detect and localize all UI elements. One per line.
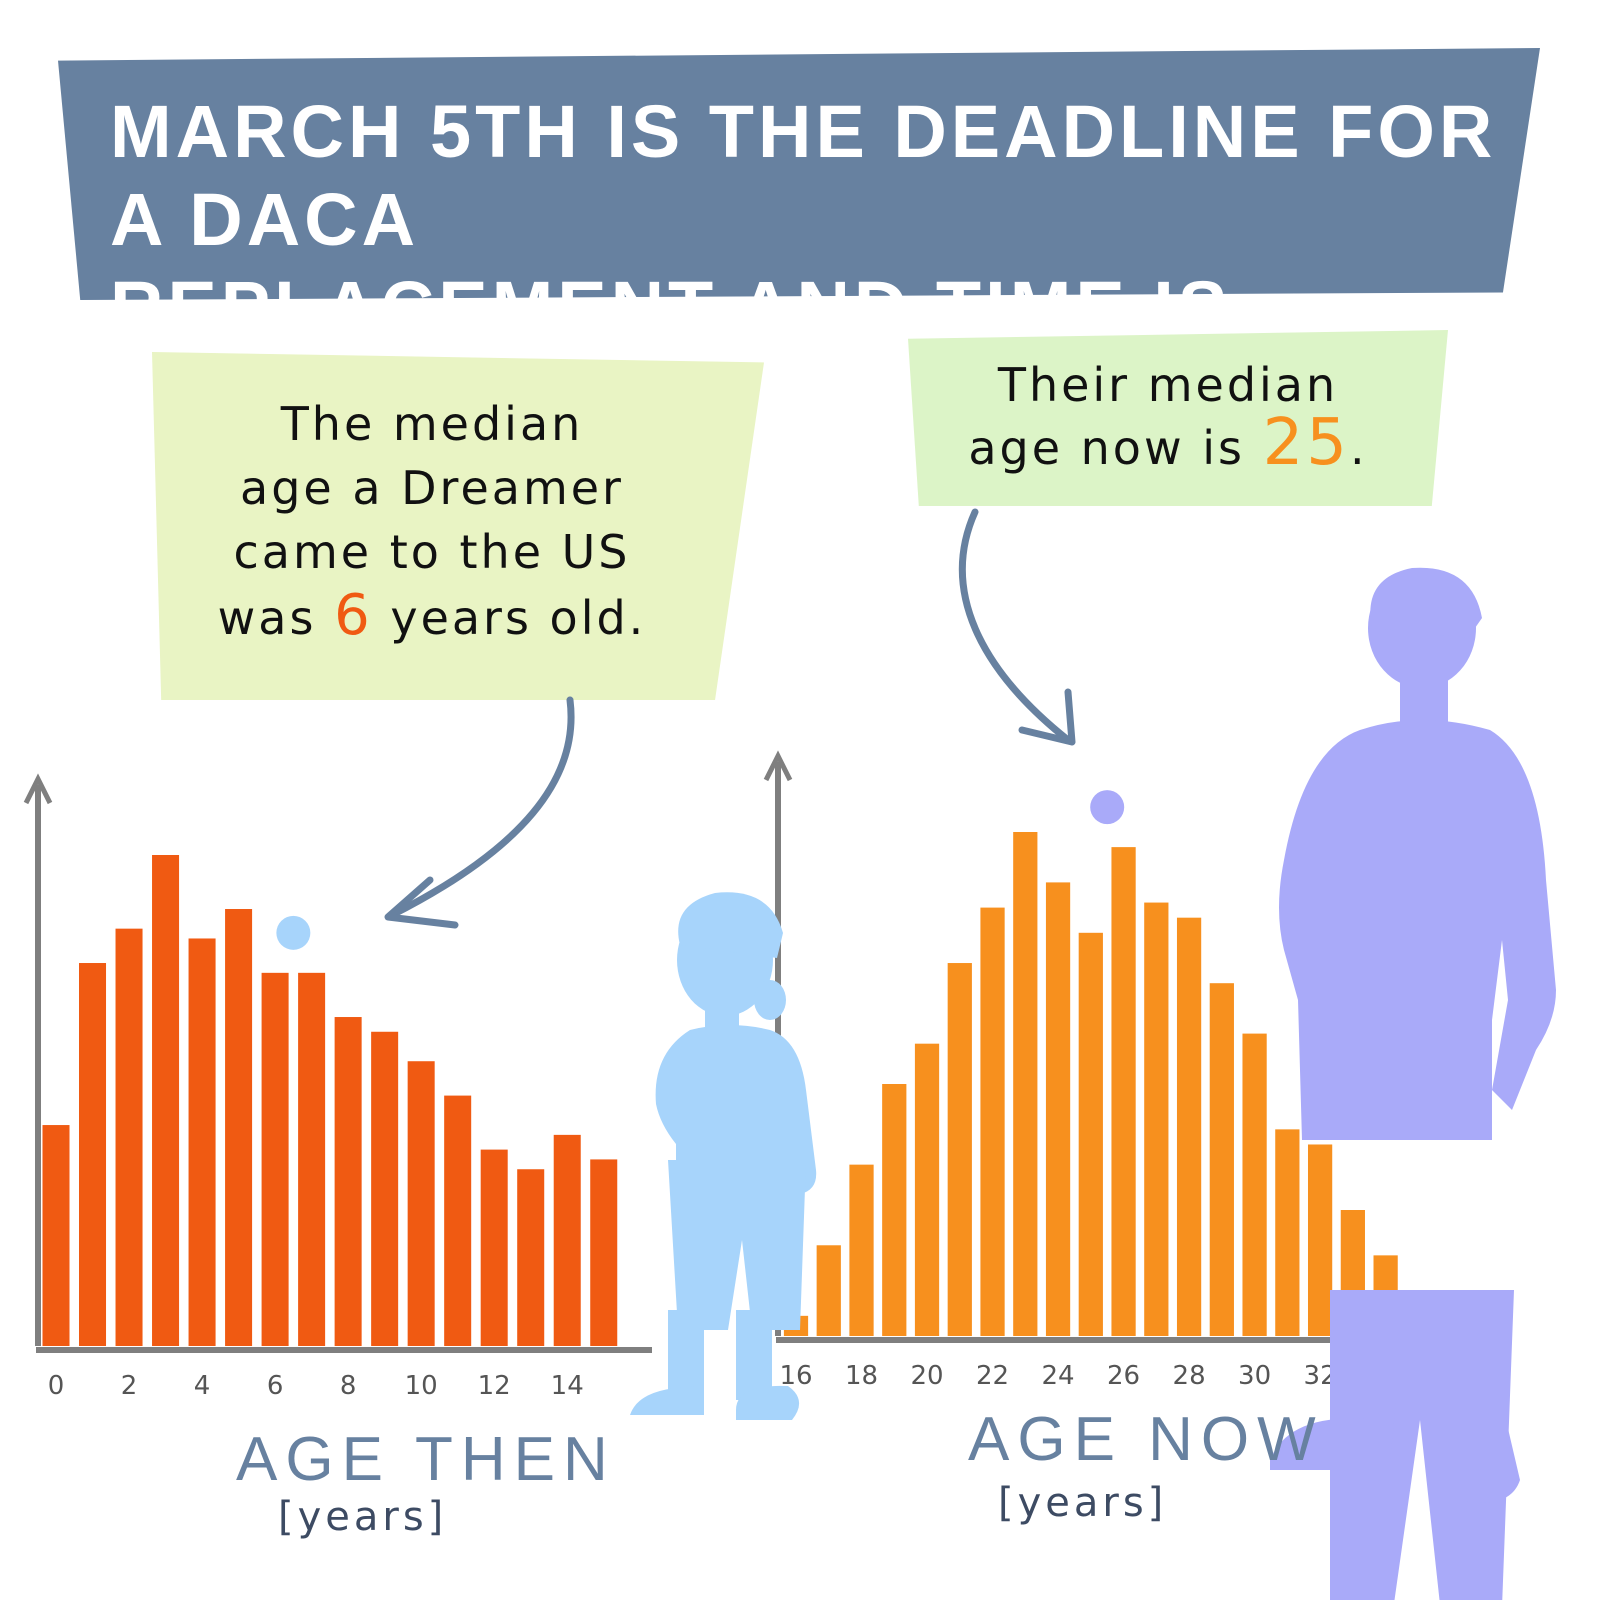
x-tick-label: 10: [405, 1371, 438, 1401]
bar-age-0: [42, 1125, 70, 1346]
bar-age-3: [152, 855, 180, 1346]
x-tick-label: 4: [194, 1371, 211, 1401]
note-then-line-1: The median: [280, 397, 584, 451]
bar-age-12: [480, 1149, 508, 1346]
bar-age-13: [517, 1169, 545, 1346]
bar-age-6: [261, 972, 289, 1346]
bar-age-22: [980, 907, 1005, 1336]
x-tick-label: 0: [48, 1371, 65, 1401]
bar-age-30: [1242, 1033, 1267, 1336]
x-tick-label: 24: [1042, 1361, 1075, 1391]
curved-arrow-icon: [958, 508, 1072, 744]
x-axis-title-then: AGE THEN: [236, 1425, 616, 1494]
x-axis-title-now: AGE NOW: [968, 1405, 1324, 1474]
note-age-now-text: Their median age now is 25.: [928, 356, 1408, 477]
bar-age-31: [1275, 1129, 1300, 1336]
median-age-now-value: 25: [1262, 406, 1351, 480]
note-now-age-now-is: age now is: [968, 421, 1245, 475]
x-tick-label: 2: [121, 1371, 138, 1401]
note-age-then: The median age a Dreamer came to the US …: [152, 352, 764, 700]
bar-age-8: [334, 1017, 362, 1346]
chart-age-then: 0 2 4 6 8 10 12 14: [23, 773, 652, 1401]
x-tick-label: 22: [976, 1361, 1009, 1391]
bar-age-21: [947, 963, 972, 1336]
x-tick-label: 28: [1173, 1361, 1206, 1391]
x-tick-label: 12: [478, 1371, 511, 1401]
y-axis-arrow: [23, 773, 53, 805]
bar-age-26: [1111, 847, 1136, 1336]
bar-age-5: [225, 909, 253, 1346]
bar-age-27: [1144, 902, 1169, 1336]
bar-age-10: [407, 1061, 435, 1346]
x-tick-label: 8: [340, 1371, 357, 1401]
bar-age-19: [882, 1084, 907, 1336]
bar-age-28: [1176, 917, 1202, 1336]
x-tick-label: 20: [910, 1361, 943, 1391]
bar-age-23: [1013, 832, 1038, 1336]
note-then-years-old: years old.: [390, 591, 647, 645]
bar-age-2: [115, 928, 143, 1346]
median-age-then-value: 6: [334, 583, 373, 648]
note-age-now: Their median age now is 25.: [908, 330, 1448, 506]
arrow-head-now: [1018, 688, 1076, 746]
bar-age-29: [1209, 983, 1234, 1336]
bar-age-20: [914, 1043, 940, 1336]
x-tick-label: 18: [845, 1361, 878, 1391]
note-then-line-2: age a Dreamer: [240, 461, 624, 515]
headline-banner: [58, 48, 1540, 300]
x-axis-unit-then: [years]: [278, 1494, 448, 1540]
arrow-head-then: [384, 876, 459, 929]
bar-age-1: [79, 963, 107, 1346]
bar-age-4: [188, 938, 216, 1346]
bar-age-7: [298, 972, 326, 1346]
note-then-line-3: came to the US: [233, 525, 631, 579]
median-marker: [276, 915, 311, 950]
note-now-period: .: [1350, 421, 1368, 475]
x-tick-label: 26: [1107, 1361, 1140, 1391]
x-tick-label: 30: [1238, 1361, 1271, 1391]
note-age-then-text: The median age a Dreamer came to the US …: [172, 392, 692, 650]
note-then-line-4: was 6 years old.: [172, 584, 692, 650]
bar-age-25: [1078, 932, 1103, 1336]
bar-age-11: [444, 1095, 472, 1346]
note-now-line-2: age now is 25.: [928, 411, 1408, 477]
curved-arrow-icon: [388, 696, 575, 919]
median-marker: [1090, 790, 1125, 825]
x-tick-label: 14: [551, 1371, 584, 1401]
adult-silhouette-icon: [1270, 567, 1556, 1600]
bar-age-14: [553, 1134, 581, 1346]
headline-line-1: MARCH 5TH IS THE DEADLINE FOR A DACA: [110, 90, 1497, 261]
bar-age-32: [1307, 1144, 1333, 1336]
x-tick-label: 6: [267, 1371, 284, 1401]
bar-age-24: [1045, 882, 1071, 1336]
bar-age-18: [849, 1164, 874, 1336]
child-silhouette-icon: [630, 892, 817, 1420]
bar-age-9: [371, 1031, 399, 1346]
note-then-was: was: [217, 591, 317, 645]
note-now-line-1: Their median: [997, 358, 1339, 412]
bar-age-15: [590, 1159, 618, 1346]
x-axis-unit-now: [years]: [998, 1480, 1168, 1526]
y-axis-arrow: [763, 750, 793, 782]
bar-age-17: [816, 1245, 841, 1336]
